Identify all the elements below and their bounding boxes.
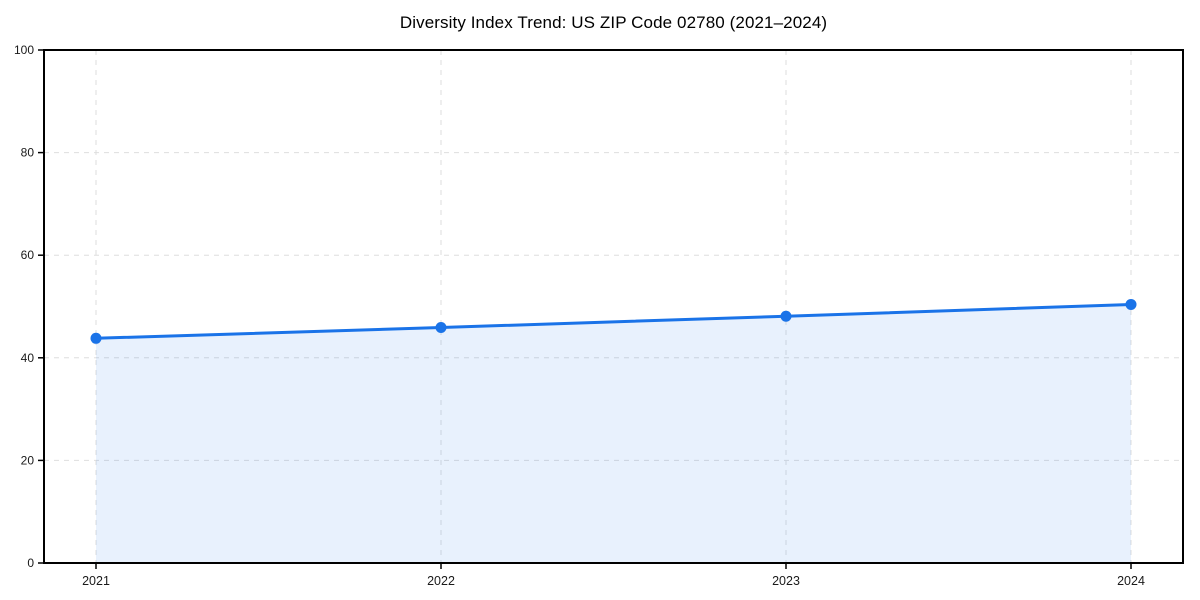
chart-title: Diversity Index Trend: US ZIP Code 02780…	[399, 13, 828, 32]
data-point-marker	[435, 322, 447, 334]
y-tick-label: 40	[21, 351, 35, 365]
y-tick-label: 80	[21, 146, 35, 160]
x-tick-label: 2023	[772, 574, 800, 588]
trend-line	[94, 302, 1133, 340]
y-tick-label: 100	[14, 43, 34, 57]
y-tick-label: 20	[21, 453, 35, 467]
x-tick-label: 2024	[1117, 574, 1145, 588]
y-tick-label: 0	[27, 556, 34, 570]
data-point-marker	[1125, 298, 1137, 310]
x-tick-label: 2021	[82, 574, 110, 588]
data-point-marker	[780, 310, 792, 322]
x-tick-label: 2022	[427, 574, 455, 588]
plot-frame	[43, 49, 1184, 564]
area-fill	[96, 304, 1131, 563]
y-tick-label: 60	[21, 248, 35, 262]
data-point-marker	[90, 332, 102, 344]
